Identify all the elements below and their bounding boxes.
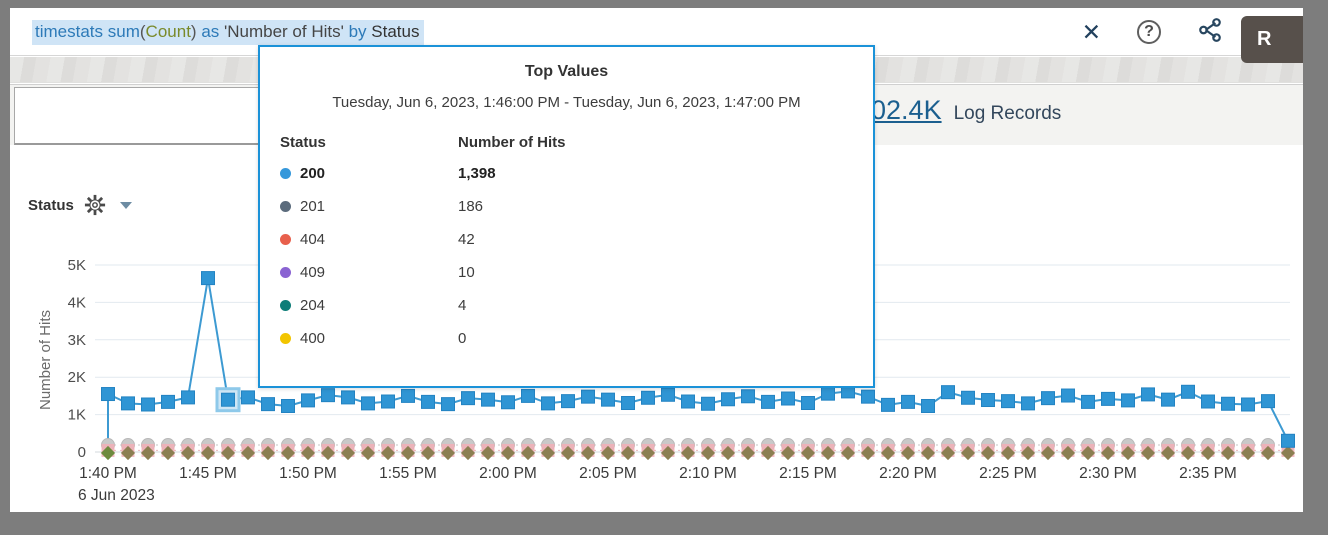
- status-color-dot: [280, 300, 291, 311]
- run-button[interactable]: R: [1241, 16, 1303, 63]
- query-token: Count: [145, 22, 191, 41]
- tooltip-time-range: Tuesday, Jun 6, 2023, 1:46:00 PM - Tuesd…: [332, 94, 801, 111]
- status-code: 204: [300, 297, 326, 314]
- log-records-summary: 102.4K Log Records: [856, 95, 1061, 126]
- status-code: 404: [300, 231, 326, 248]
- svg-text:5K: 5K: [68, 257, 86, 274]
- hits-value: 186: [458, 198, 484, 215]
- svg-text:2:25 PM: 2:25 PM: [979, 465, 1037, 482]
- status-color-dot: [280, 267, 291, 278]
- svg-text:2K: 2K: [68, 369, 86, 386]
- tooltip-row: 409 10: [280, 256, 853, 289]
- app-content: 0 1K 2K 3K 4K 5K 1:40 PM 1:45 PM 1:50 PM 1:55 PM 2…: [10, 8, 1303, 512]
- gear-icon[interactable]: [84, 194, 106, 216]
- group-by-label: Status: [28, 196, 74, 214]
- svg-text:4K: 4K: [68, 294, 86, 311]
- query-token: ): [190, 22, 202, 41]
- tooltip-row: 404 42: [280, 223, 853, 256]
- svg-text:1:45 PM: 1:45 PM: [179, 465, 237, 482]
- svg-text:2:10 PM: 2:10 PM: [679, 465, 737, 482]
- log-records-label: Log Records: [953, 103, 1062, 124]
- status-code: 400: [300, 330, 326, 347]
- query-token: by: [348, 22, 372, 41]
- svg-text:0: 0: [78, 444, 86, 461]
- status-code: 409: [300, 264, 326, 281]
- svg-text:2:00 PM: 2:00 PM: [479, 465, 537, 482]
- tooltip-row: 200 1,398: [280, 157, 853, 190]
- help-icon[interactable]: ?: [1137, 20, 1161, 44]
- svg-text:2:05 PM: 2:05 PM: [579, 465, 637, 482]
- status-color-dot: [280, 201, 291, 212]
- tooltip-table: Status Number of Hits 200 1,398 201 186 404 4…: [280, 127, 853, 355]
- status-color-dot: [280, 333, 291, 344]
- hits-value: 10: [458, 264, 475, 281]
- query-token: (: [139, 22, 146, 41]
- status-code: 200: [300, 165, 326, 182]
- svg-text:2:30 PM: 2:30 PM: [1079, 465, 1137, 482]
- search-input[interactable]: [14, 87, 259, 145]
- query-input[interactable]: timestats sum(Count) as 'Number of Hits'…: [32, 20, 425, 45]
- chevron-down-icon[interactable]: [119, 201, 132, 209]
- svg-text:Number of Hits: Number of Hits: [37, 310, 54, 410]
- chart-group-by[interactable]: Status: [28, 194, 132, 216]
- svg-text:1:50 PM: 1:50 PM: [279, 465, 337, 482]
- query-token: timestats: [35, 22, 108, 41]
- svg-text:3K: 3K: [68, 332, 86, 349]
- query-token: sum: [107, 22, 140, 41]
- hits-value: 4: [458, 297, 467, 314]
- tooltip-col-status: Status: [280, 133, 326, 151]
- tooltip-col-hits: Number of Hits: [458, 133, 566, 151]
- query-token: Status: [371, 22, 420, 41]
- tooltip-row: 400 0: [280, 322, 853, 355]
- svg-text:2:20 PM: 2:20 PM: [879, 465, 937, 482]
- close-icon[interactable]: ✕: [1081, 18, 1101, 45]
- top-values-tooltip: Top Values Tuesday, Jun 6, 2023, 1:46:00…: [258, 45, 875, 388]
- svg-text:1:55 PM: 1:55 PM: [379, 465, 437, 482]
- svg-text:1K: 1K: [68, 407, 86, 424]
- tooltip-row: 201 186: [280, 190, 853, 223]
- hits-value: 1,398: [458, 165, 496, 182]
- hits-value: 42: [458, 231, 475, 248]
- tooltip-row: 204 4: [280, 289, 853, 322]
- svg-text:2:15 PM: 2:15 PM: [779, 465, 837, 482]
- status-code: 201: [300, 198, 326, 215]
- query-token: 'Number of Hits': [224, 22, 349, 41]
- share-icon[interactable]: [1197, 17, 1223, 48]
- status-color-dot: [280, 234, 291, 245]
- svg-text:6 Jun 2023: 6 Jun 2023: [78, 487, 155, 504]
- status-color-dot: [280, 168, 291, 179]
- hits-value: 0: [458, 330, 467, 347]
- svg-text:2:35 PM: 2:35 PM: [1179, 465, 1237, 482]
- query-token: as: [201, 22, 224, 41]
- tooltip-title: Top Values: [524, 63, 609, 80]
- svg-text:1:40 PM: 1:40 PM: [79, 465, 137, 482]
